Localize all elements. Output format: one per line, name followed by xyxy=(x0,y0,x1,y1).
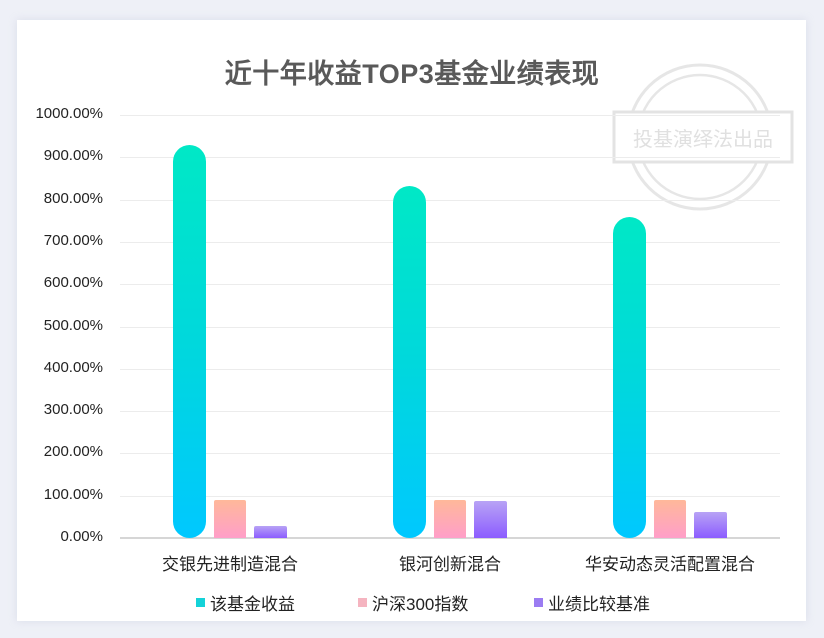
y-tick-label: 100.00% xyxy=(43,485,103,503)
y-tick-label: 800.00% xyxy=(43,189,103,207)
benchmark-bar xyxy=(694,511,727,538)
y-tick-label: 400.00% xyxy=(43,358,103,376)
x-category-label: 交银先进制造混合 xyxy=(162,555,298,574)
gridline xyxy=(120,327,780,328)
gridline xyxy=(120,200,780,201)
y-tick-label: 1000.00% xyxy=(35,105,103,122)
y-tick-label: 500.00% xyxy=(43,316,103,334)
y-tick-label: 0.00% xyxy=(60,528,103,545)
x-axis-line xyxy=(120,537,780,539)
legend-label: 沪深300指数 xyxy=(372,595,469,614)
gridline xyxy=(120,411,780,412)
legend-item[interactable]: 沪深300指数 xyxy=(358,590,468,615)
benchmark-bar xyxy=(474,500,507,538)
gridline xyxy=(120,157,780,158)
legend-item[interactable]: 该基金收益 xyxy=(196,590,295,615)
watermark-text: 投基演绎法出品 xyxy=(633,127,773,151)
legend-label: 业绩比较基准 xyxy=(548,595,650,614)
y-tick-label: 700.00% xyxy=(43,231,103,249)
legend-swatch-icon xyxy=(534,598,543,607)
gridline xyxy=(120,496,780,497)
chart-title: 近十年收益TOP3基金业绩表现 xyxy=(224,59,600,89)
y-tick-label: 200.00% xyxy=(43,443,103,461)
gridline xyxy=(120,453,780,454)
fund-return-bar xyxy=(613,216,646,538)
legend-swatch-icon xyxy=(196,598,205,607)
legend: 该基金收益 沪深300指数 业绩比较基准 xyxy=(0,590,824,614)
csi300-bar xyxy=(214,499,246,538)
fund-return-bar xyxy=(173,145,206,538)
benchmark-bar xyxy=(254,526,287,538)
x-category-label: 华安动态灵活配置混合 xyxy=(585,555,755,574)
watermark-stamp-icon: 投基演绎法出品 xyxy=(612,63,794,211)
y-tick-label: 600.00% xyxy=(43,274,103,292)
legend-swatch-icon xyxy=(358,598,367,607)
gridline xyxy=(120,115,780,116)
y-tick-label: 300.00% xyxy=(43,401,103,419)
x-category-label: 银河创新混合 xyxy=(399,555,501,574)
gridline xyxy=(120,284,780,285)
gridline xyxy=(120,242,780,243)
legend-label: 该基金收益 xyxy=(210,595,295,614)
csi300-bar xyxy=(654,499,686,538)
legend-item[interactable]: 业绩比较基准 xyxy=(534,590,650,615)
gridline xyxy=(120,369,780,370)
csi300-bar xyxy=(434,499,466,538)
fund-return-bar xyxy=(393,186,426,538)
y-tick-label: 900.00% xyxy=(43,147,103,165)
